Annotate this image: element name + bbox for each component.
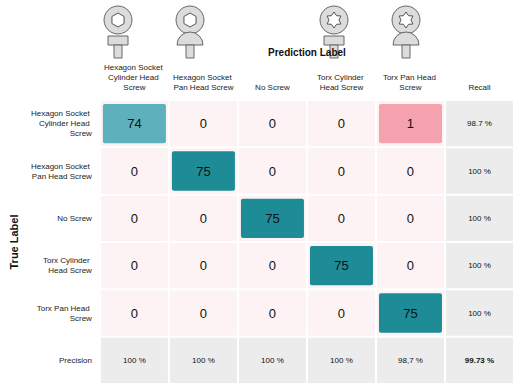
svg-text:Torx Cylinder: Torx Cylinder: [317, 73, 366, 82]
svg-text:Recall: Recall: [468, 83, 490, 92]
svg-text:Screw: Screw: [70, 129, 92, 138]
svg-text:74: 74: [127, 116, 141, 131]
svg-text:0: 0: [338, 211, 345, 226]
svg-text:True Label: True Label: [8, 214, 20, 269]
svg-text:0: 0: [338, 116, 345, 131]
svg-text:Hexagon Socket: Hexagon Socket: [104, 63, 165, 72]
svg-text:No Screw: No Screw: [255, 83, 290, 92]
svg-text:100 %: 100 %: [123, 356, 146, 365]
svg-text:0: 0: [269, 306, 276, 321]
svg-text:Head Screw: Head Screw: [48, 266, 92, 275]
svg-text:100 %: 100 %: [468, 261, 491, 270]
svg-text:0: 0: [407, 164, 414, 179]
svg-text:0: 0: [338, 306, 345, 321]
svg-text:75: 75: [403, 306, 417, 321]
svg-text:Screw: Screw: [123, 83, 145, 92]
svg-text:Prediction Label: Prediction Label: [268, 47, 346, 58]
svg-text:0: 0: [131, 211, 138, 226]
svg-text:Screw: Screw: [70, 314, 92, 323]
svg-text:Torx Pan Head: Torx Pan Head: [383, 73, 438, 82]
svg-text:0: 0: [131, 258, 138, 273]
svg-text:100 %: 100 %: [261, 356, 284, 365]
svg-text:100 %: 100 %: [330, 356, 353, 365]
svg-text:0: 0: [200, 211, 207, 226]
svg-text:99.73 %: 99.73 %: [465, 356, 494, 365]
svg-text:0: 0: [131, 306, 138, 321]
svg-text:Hexagon Socket: Hexagon Socket: [31, 109, 92, 118]
svg-text:75: 75: [334, 258, 348, 273]
svg-text:0: 0: [269, 258, 276, 273]
svg-text:0: 0: [200, 116, 207, 131]
svg-text:0: 0: [407, 211, 414, 226]
svg-text:100 %: 100 %: [468, 309, 491, 318]
svg-text:No Screw: No Screw: [57, 214, 92, 223]
svg-text:0: 0: [338, 164, 345, 179]
svg-text:98,7 %: 98,7 %: [398, 356, 423, 365]
svg-text:0: 0: [269, 116, 276, 131]
svg-text:Hexagon Socket: Hexagon Socket: [31, 162, 92, 171]
svg-text:0: 0: [200, 258, 207, 273]
svg-text:0: 0: [200, 306, 207, 321]
svg-text:100 %: 100 %: [192, 356, 215, 365]
svg-text:Head Screw: Head Screw: [320, 83, 364, 92]
svg-text:Cylinder Head: Cylinder Head: [108, 73, 161, 82]
svg-text:Torx Cylinder: Torx Cylinder: [43, 256, 92, 265]
svg-text:100 %: 100 %: [468, 167, 491, 176]
svg-text:Precision: Precision: [59, 356, 92, 365]
svg-text:0: 0: [269, 164, 276, 179]
svg-text:Cylinder Head: Cylinder Head: [39, 119, 92, 128]
svg-text:98.7 %: 98.7 %: [467, 119, 492, 128]
svg-text:Screw: Screw: [399, 83, 421, 92]
svg-text:75: 75: [265, 211, 279, 226]
svg-text:Torx Pan Head: Torx Pan Head: [37, 304, 92, 313]
svg-text:Pan Head Screw: Pan Head Screw: [32, 172, 92, 181]
svg-text:100 %: 100 %: [468, 214, 491, 223]
svg-text:Pan Head Screw: Pan Head Screw: [173, 83, 233, 92]
svg-text:1: 1: [407, 116, 414, 131]
svg-text:75: 75: [196, 164, 210, 179]
svg-text:Hexagon Socket: Hexagon Socket: [173, 73, 234, 82]
svg-text:0: 0: [131, 164, 138, 179]
svg-text:0: 0: [407, 258, 414, 273]
